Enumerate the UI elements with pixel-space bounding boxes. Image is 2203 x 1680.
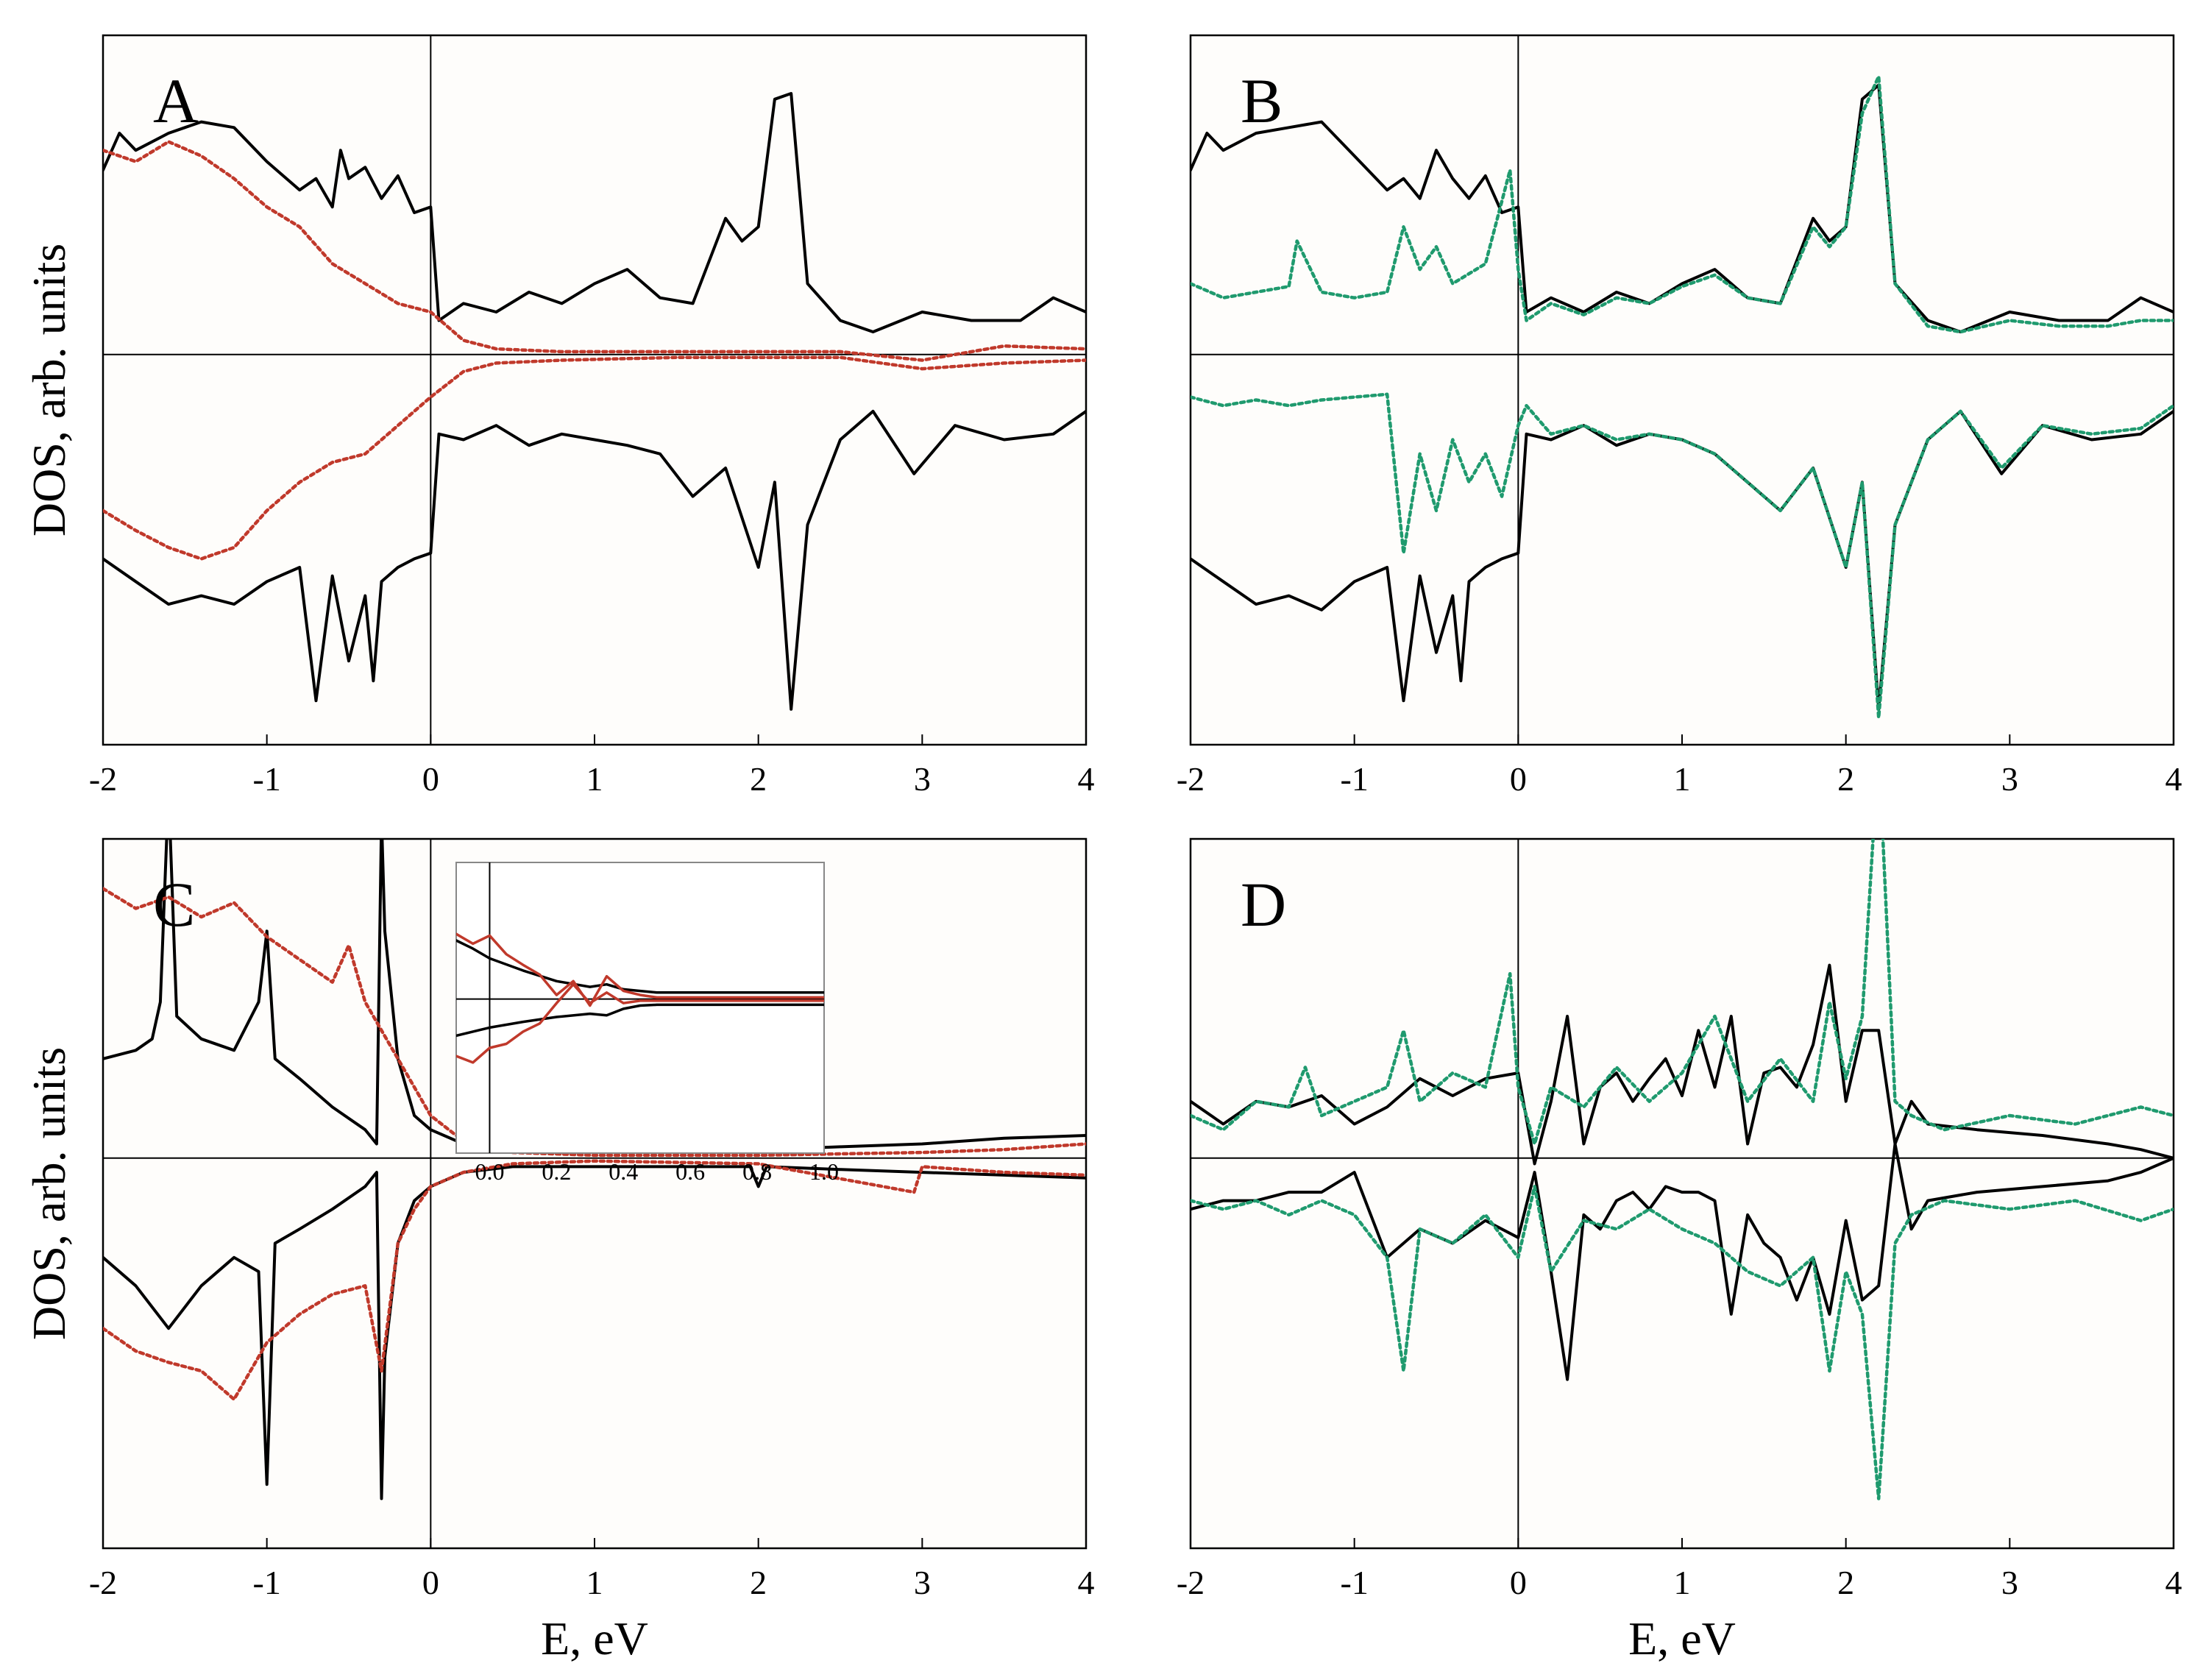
panel-a-black-spin-down-line	[103, 409, 1086, 711]
x-axis-label-left: E, eV	[541, 1612, 648, 1665]
panel-d-label: D	[1241, 869, 1286, 940]
panel-d-xtick-label: 0	[1510, 1564, 1527, 1601]
inset-black-up-line	[456, 939, 824, 994]
panel-a-red-spin-up-line	[103, 140, 1086, 362]
inset-frame	[455, 862, 825, 1154]
panel-a-xtick-label: 3	[914, 760, 931, 798]
panel-d-black-spin-down-line	[1191, 1142, 2174, 1381]
panel-a-xtick-label: 0	[422, 760, 439, 798]
inset-red-down-line	[456, 982, 824, 1064]
x-axis-label-right: E, eV	[1628, 1612, 1736, 1665]
panel-a: -2 -1 0 1 2 3 4 A	[89, 34, 1095, 798]
panel-b-xtick-label: -2	[1177, 760, 1205, 798]
inset-black-down-line	[456, 1003, 824, 1038]
panel-b-frame	[1189, 34, 2175, 746]
panel-b-xtick-label: 3	[2001, 760, 2018, 798]
panel-b-xtick-label: -1	[1341, 760, 1369, 798]
panel-a-frame	[102, 34, 1088, 746]
panel-d-black-spin-up-line	[1191, 963, 2174, 1166]
panel-a-black-spin-up-line	[103, 92, 1086, 333]
panel-c-red-spin-down-line	[103, 1159, 1086, 1401]
panel-c-xtick-label: 0	[422, 1564, 439, 1601]
panel-d-green-spin-up-line	[1191, 839, 2174, 1146]
panel-c-xtick-label: 3	[914, 1564, 931, 1601]
panel-c-inset: 0.0 0.2 0.4 0.6 0.8 1.0	[455, 862, 839, 1185]
inset-xtick-label: 0.4	[609, 1158, 638, 1185]
panel-c-xtick-label: 2	[750, 1564, 767, 1601]
inset-xtick-label: 0.2	[542, 1158, 571, 1185]
panel-c-red-spin-up-line	[103, 887, 1086, 1158]
inset-xtick-label: 0.8	[742, 1158, 772, 1185]
panel-a-xtick-label: 1	[586, 760, 603, 798]
panel-b-black-spin-up-line	[1191, 83, 2174, 333]
panel-c-xtick-label: 1	[586, 1564, 603, 1601]
panel-a-label: A	[153, 65, 199, 136]
panel-b-green-spin-up-line	[1191, 74, 2174, 334]
inset-xtick-label: 0.0	[475, 1158, 504, 1185]
panel-a-xtick-label: 2	[750, 760, 767, 798]
panel-b-xtick-label: 2	[1837, 760, 1854, 798]
inset-red-up-line	[456, 932, 824, 1007]
panel-d-xtick-label: -2	[1177, 1564, 1205, 1601]
panel-d: -2 -1 0 1 2 3 4 D	[1177, 837, 2182, 1601]
panel-b-xtick-label: 1	[1674, 760, 1691, 798]
panel-c-label: C	[153, 869, 195, 940]
inset-xtick-label: 0.6	[675, 1158, 705, 1185]
panel-d-xtick-label: -1	[1341, 1564, 1369, 1601]
panel-c-xtick-label: -1	[253, 1564, 281, 1601]
panel-b-label: B	[1241, 65, 1283, 136]
panel-a-xtick-label: 4	[1078, 760, 1095, 798]
panel-a-xtick-label: -2	[89, 760, 117, 798]
panel-b-xtick-label: 0	[1510, 760, 1527, 798]
panel-c-xtick-label: -2	[89, 1564, 117, 1601]
panel-c-black-spin-down-line	[103, 1165, 1086, 1500]
y-axis-label-top: DOS, arb. units	[23, 244, 75, 536]
panel-c: -2 -1 0 1 2 3 4 C 0.0 0.2 0.4 0.6 0.8 1.0	[89, 837, 1095, 1601]
panel-b: -2 -1 0 1 2 3 4 B	[1177, 34, 2182, 798]
panel-a-xtick-label: -1	[253, 760, 281, 798]
panel-d-xtick-label: 4	[2165, 1564, 2182, 1601]
panel-d-xtick-label: 2	[1837, 1564, 1854, 1601]
panel-a-red-spin-down-line	[103, 355, 1086, 561]
inset-xtick-label: 1.0	[809, 1158, 839, 1185]
y-axis-label-bottom: DOS, arb. units	[23, 1047, 75, 1340]
panel-b-xtick-label: 4	[2165, 760, 2182, 798]
panel-d-green-spin-down-line	[1191, 1185, 2174, 1500]
panel-c-xtick-label: 4	[1078, 1564, 1095, 1601]
panel-d-xtick-label: 3	[2001, 1564, 2018, 1601]
panel-b-green-spin-down-line	[1191, 392, 2174, 720]
panel-d-xtick-label: 1	[1674, 1564, 1691, 1601]
